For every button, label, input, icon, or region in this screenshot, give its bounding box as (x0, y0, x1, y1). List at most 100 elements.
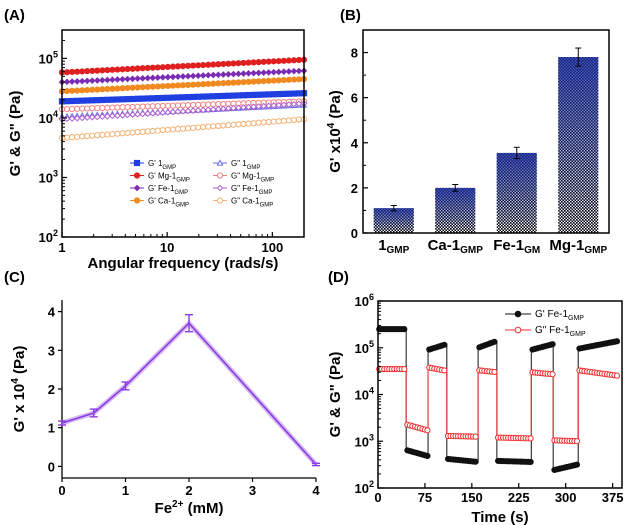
y-tick-label: 105 (39, 49, 58, 66)
series-d-0 (376, 326, 621, 474)
y-tick-label: 102 (39, 228, 58, 245)
series-line (378, 366, 619, 442)
data-point (68, 97, 76, 105)
data-point (129, 75, 136, 83)
data-point (94, 132, 101, 139)
data-point (83, 77, 91, 85)
data-point (139, 65, 146, 72)
data-point (119, 104, 126, 111)
data-point (74, 105, 81, 112)
data-point (195, 101, 202, 108)
data-point (245, 120, 252, 127)
data-point (104, 131, 111, 138)
data-point (184, 107, 192, 115)
y-axis-title: G' & G" (Pa) (327, 352, 344, 438)
data-point (184, 125, 192, 132)
series-a-0 (58, 90, 308, 105)
data-point (260, 69, 267, 76)
data-point (275, 118, 282, 125)
data-point (225, 105, 232, 112)
bar-shade (558, 57, 599, 233)
x-axis-title: Angular frequency (rads/s) (88, 255, 279, 272)
data-point (255, 69, 262, 77)
data-point (83, 114, 91, 121)
data-point (472, 458, 479, 465)
data-point (265, 77, 272, 84)
data-point (285, 117, 292, 124)
data-point (401, 326, 408, 333)
data-point (230, 121, 237, 128)
series-line (61, 322, 317, 465)
data-point (240, 79, 247, 86)
data-point (265, 58, 272, 65)
data-point (114, 76, 121, 83)
y-tick-label: 4 (351, 136, 359, 151)
data-point (129, 95, 136, 103)
legend-label: G' Fe-1GMP (535, 309, 584, 322)
data-point (204, 106, 212, 114)
legend-marker (216, 184, 224, 192)
data-point (209, 106, 217, 113)
data-point (139, 95, 146, 102)
data-point (169, 108, 177, 116)
data-point (164, 102, 171, 109)
data-point (235, 92, 242, 99)
data-point (68, 105, 76, 113)
data-point (255, 91, 262, 98)
data-point (174, 73, 182, 80)
data-point (260, 77, 267, 85)
data-point (189, 101, 197, 109)
data-point (215, 93, 222, 100)
data-point (255, 119, 262, 126)
data-point (235, 70, 242, 78)
legend-label: G' Fe-1GMP (148, 184, 188, 196)
data-point (74, 68, 81, 75)
data-point (401, 365, 408, 373)
legend-marker (133, 159, 141, 167)
data-point (260, 102, 267, 110)
data-point (195, 81, 202, 88)
x-axis-title: Time (s) (471, 509, 528, 525)
data-point (260, 58, 267, 65)
data-point (154, 127, 161, 134)
data-point (295, 67, 303, 75)
data-point (290, 116, 298, 124)
data-point (204, 71, 212, 79)
data-point (93, 77, 101, 84)
data-point (210, 93, 217, 100)
data-point (250, 78, 257, 85)
data-point (240, 59, 247, 67)
data-point (225, 122, 232, 129)
data-point (114, 112, 121, 119)
data-point (63, 134, 71, 141)
data-point (275, 57, 282, 65)
y-tick-label: 0 (48, 459, 55, 474)
data-point (184, 62, 192, 69)
data-point (84, 97, 91, 104)
legend-label: G" Mg-1GMP (231, 172, 274, 184)
data-point (240, 104, 247, 111)
data-point (549, 371, 556, 378)
data-point (194, 72, 202, 80)
data-point (119, 130, 126, 137)
data-point (89, 132, 96, 139)
legend-label: G' Ca-1GMP (148, 197, 189, 209)
data-point (441, 341, 448, 348)
data-point (214, 71, 222, 79)
data-point (295, 116, 303, 123)
data-point (68, 134, 76, 141)
data-point (169, 73, 177, 81)
y-tick-label: 103 (355, 432, 374, 449)
data-point (88, 77, 96, 84)
y-tick-label: 8 (351, 46, 358, 61)
data-point (250, 120, 257, 127)
y-tick-label: 106 (355, 292, 374, 309)
data-point (270, 68, 278, 76)
bar-shade (373, 208, 414, 233)
data-point (149, 74, 157, 82)
data-point (290, 67, 298, 75)
data-point (129, 84, 136, 91)
data-point (230, 70, 237, 78)
data-point (189, 107, 197, 115)
